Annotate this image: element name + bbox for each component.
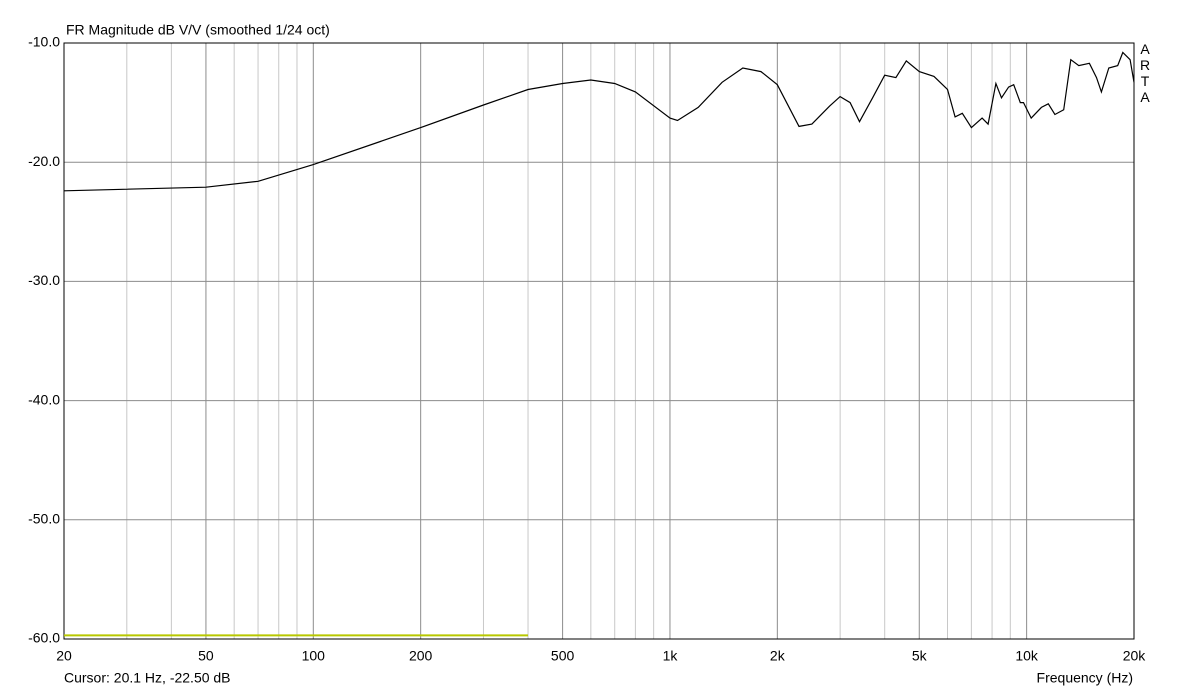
chart-title: FR Magnitude dB V/V (smoothed 1/24 oct) xyxy=(66,22,330,38)
y-tick-label: -40.0 xyxy=(28,391,60,407)
x-tick-label: 2k xyxy=(770,648,786,664)
x-axis-label: Frequency (Hz) xyxy=(1037,670,1133,686)
cursor-status: Cursor: 20.1 Hz, -22.50 dB xyxy=(64,670,231,686)
x-tick-label: 10k xyxy=(1015,648,1039,664)
y-tick-label: -50.0 xyxy=(28,511,60,527)
x-tick-label: 1k xyxy=(663,648,679,664)
response-line xyxy=(63,51,1135,192)
x-tick-label: 20k xyxy=(1123,648,1147,664)
x-tick-label: 500 xyxy=(551,648,575,664)
x-tick-label: 100 xyxy=(302,648,326,664)
y-tick-label: -20.0 xyxy=(28,153,60,169)
x-tick-label: 200 xyxy=(409,648,433,664)
y-tick-label: -30.0 xyxy=(28,272,60,288)
x-tick-label: 20 xyxy=(56,648,72,664)
plot-frame xyxy=(63,42,1135,640)
y-tick-label: -10.0 xyxy=(28,34,60,50)
y-tick-label: -60.0 xyxy=(28,630,60,646)
x-tick-label: 5k xyxy=(912,648,928,664)
x-tick-label: 50 xyxy=(198,648,214,664)
